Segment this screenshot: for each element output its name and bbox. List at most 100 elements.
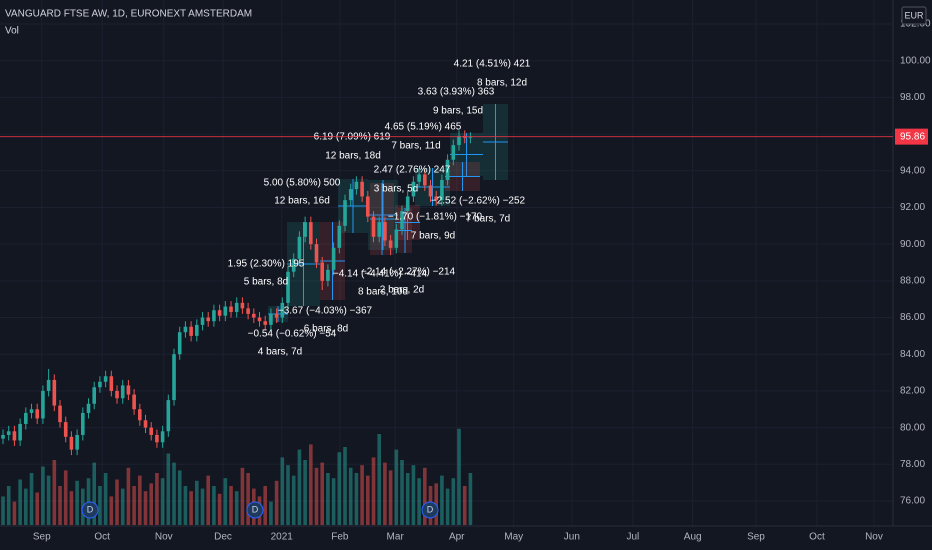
volume-bar (195, 480, 199, 525)
volume-bar (115, 479, 119, 525)
volume-bar (263, 486, 268, 525)
candle-body (269, 313, 273, 325)
candle-body (195, 324, 199, 336)
candle-body (63, 422, 68, 437)
x-tick-label: Oct (809, 532, 825, 543)
x-tick-label: Aug (684, 532, 702, 543)
candle-body (388, 240, 393, 248)
volume-bar (343, 447, 347, 525)
candle-body (223, 306, 228, 316)
measure-label: 7 bars, 9d (411, 231, 455, 242)
candle-body (348, 189, 353, 201)
candle-body (366, 196, 370, 217)
volume-bar (400, 460, 404, 525)
dividend-label: D (252, 504, 259, 514)
candle-body (46, 379, 51, 391)
y-tick-label: 98.00 (900, 92, 925, 103)
measure-label: −3.67 (−4.03%) −367 (278, 306, 373, 317)
volume-bar (223, 478, 228, 525)
volume-bar (383, 462, 387, 525)
currency[interactable]: EUR (904, 10, 924, 20)
volume-bar (388, 470, 393, 525)
candle-body (98, 381, 102, 388)
volume-bar (229, 486, 233, 525)
candle-body (41, 390, 45, 419)
measure-label: 7 bars, 7d (466, 214, 510, 225)
candle-body (86, 403, 91, 413)
candle-body (337, 225, 342, 248)
candle-body (18, 423, 22, 441)
dividend-marker (421, 501, 439, 519)
volume-bar (326, 473, 330, 525)
volume-bar (394, 449, 399, 525)
x-tick-label: Nov (155, 532, 173, 543)
candle-body (212, 310, 216, 322)
volume-bar (120, 488, 125, 525)
volume-bar (109, 496, 114, 525)
dividend-marker (81, 501, 99, 519)
x-tick-label: Sep (33, 532, 51, 543)
measure-label: −2.52 (−2.62%) −252 (431, 196, 526, 207)
x-tick-label: Sep (747, 532, 765, 543)
volume-bar (468, 473, 473, 525)
candle-body (246, 308, 250, 314)
volume-bar (138, 475, 142, 525)
candle-body (468, 136, 473, 138)
dividend-label: D (427, 504, 434, 514)
candle-body (451, 145, 456, 160)
candle-body (12, 431, 17, 441)
candle-body (217, 310, 222, 316)
measure-label: 9 bars, 15d (433, 106, 483, 117)
last-price-label: 95.86 (900, 131, 925, 142)
candle-body (69, 436, 74, 450)
measure-label: 2 bars, 2d (380, 285, 424, 296)
volume-bar (35, 492, 40, 525)
x-tick-label: Dec (214, 532, 232, 543)
volume-bar (366, 475, 370, 525)
chart-title: VANGUARD FTSE AW, 1D, EURONEXT AMSTERDAM (5, 9, 252, 20)
volume-bar (126, 467, 131, 525)
candle-body (440, 179, 444, 201)
volume-bar (12, 501, 17, 525)
candle-body (297, 236, 302, 259)
candle-body (383, 222, 387, 241)
measure-label: −2.14 (−2.27%) −214 (361, 267, 456, 278)
volume-bar (411, 465, 416, 525)
volume-bar (286, 465, 290, 525)
y-tick-label: 90.00 (900, 239, 925, 250)
candle-body (377, 222, 382, 237)
volume-bar (41, 466, 45, 525)
candle-body (434, 196, 439, 201)
volume-bar (445, 488, 450, 525)
volume-bar (92, 462, 97, 525)
candle-body (58, 405, 62, 423)
volume-bar (177, 470, 182, 525)
candle-body (417, 174, 421, 182)
y-tick-label: 84.00 (900, 349, 925, 360)
volume-bar (18, 479, 22, 525)
dividend-label: D (87, 504, 94, 514)
measure-label: 8 bars, 10d (358, 287, 408, 298)
candle-body (326, 269, 330, 281)
candle-body (81, 412, 85, 435)
volume-bar (303, 460, 307, 525)
measure-label: 4.65 (5.19%) 465 (385, 122, 462, 133)
volume-bar (331, 478, 336, 525)
y-tick-label: 86.00 (900, 312, 925, 323)
currency-box[interactable] (901, 6, 927, 25)
candle-body (291, 258, 296, 272)
candle-body (423, 174, 427, 186)
candle-body (155, 434, 159, 443)
y-tick-label: 88.00 (900, 275, 925, 286)
volume-bar (6, 486, 11, 525)
candle-body (1, 434, 5, 439)
volume-bar (143, 491, 148, 525)
measure-label: 3 bars, 5d (374, 184, 418, 195)
candle-body (320, 262, 325, 281)
measure-label: 3.63 (3.93%) 363 (418, 87, 495, 98)
measure-label: 12 bars, 16d (274, 196, 330, 207)
candle-body (200, 317, 205, 325)
measure-label: −4.14 (−4.41%) −414 (333, 269, 428, 280)
